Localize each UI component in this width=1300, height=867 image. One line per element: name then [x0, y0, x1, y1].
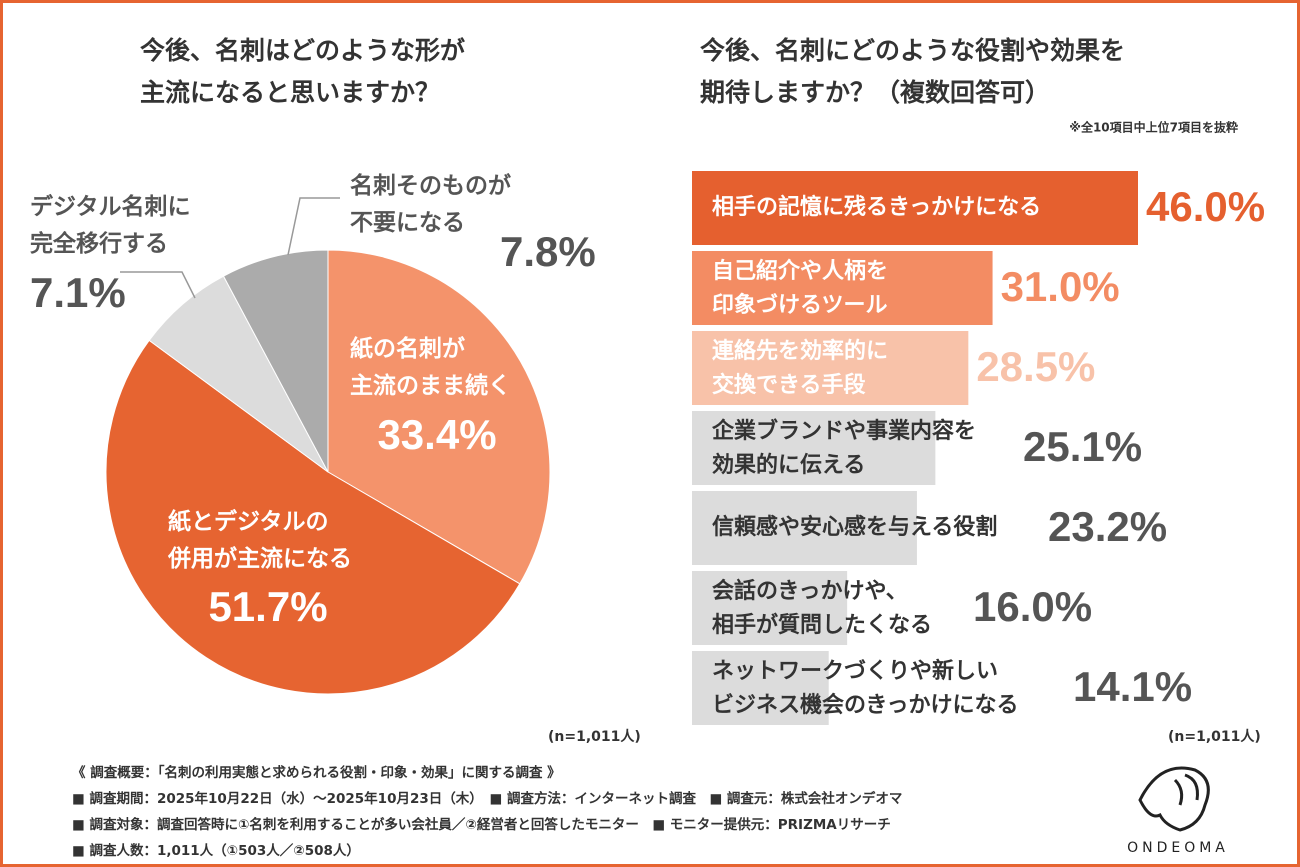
bar-label: 信頼感や安心感を与える役割: [712, 514, 997, 540]
bar: [692, 491, 917, 565]
slice-value: 7.1%: [30, 269, 126, 316]
bar-label: 会話のきっかけや、相手が質問したくなる: [712, 578, 932, 638]
chart-subtitle: ※全10項目中上位7項目を抜粋: [1069, 120, 1238, 135]
footer-line: 《 調査概要：「名刺の利用実態と求められる役割・印象・効果」に関する調査 》: [72, 764, 561, 781]
bar-value: 28.5%: [976, 343, 1095, 390]
chart-title: 今後、名刺にどのような役割や効果を期待しますか？（複数回答可）: [700, 36, 1125, 107]
bar-label: 自己紹介や人柄を印象づけるツール: [712, 258, 888, 318]
slice-value: 33.4%: [377, 411, 496, 458]
logo-icon: [1138, 766, 1210, 832]
slice-label: 名刺そのものが不要になる: [350, 172, 511, 236]
leader-line: [287, 197, 340, 256]
bar-label: ネットワークづくりや新しいビジネス機会のきっかけになる: [712, 658, 1018, 718]
logo-text: ONDEOMA: [1127, 840, 1229, 856]
slice-value: 7.8%: [500, 228, 596, 275]
sample-note: (n=1,011人): [548, 728, 641, 745]
slice-label: 紙の名刺が主流のまま続く: [350, 335, 511, 399]
bar-value: 23.2%: [1048, 503, 1167, 550]
bar: [692, 411, 936, 485]
sample-note: (n=1,011人): [1168, 728, 1261, 745]
bar-value: 31.0%: [1001, 263, 1120, 310]
pie-slice: [222, 249, 329, 473]
bar: [692, 331, 969, 405]
footer-line: ■ 調査人数：1,011人（①503人／②508人）: [72, 842, 360, 859]
slice-value: 51.7%: [208, 583, 327, 630]
pie-slice: [327, 249, 551, 585]
chart-title: 今後、名刺はどのような形が主流になると思いますか？: [140, 36, 465, 107]
bar-label: 企業ブランドや事業内容を効果的に伝える: [711, 418, 976, 478]
bar-label: 連絡先を効率的に交換できる手段: [712, 338, 888, 398]
bar-value: 46.0%: [1146, 183, 1265, 230]
bar-value: 25.1%: [1023, 423, 1142, 470]
leader-line: [120, 271, 196, 299]
bar-value: 16.0%: [973, 583, 1092, 630]
bar-label: 相手の記憶に残るきっかけになる: [712, 194, 1041, 220]
bar: [692, 571, 848, 645]
footer-line: ■ 調査期間：2025年10月22日（水）～2025年10月23日（木） ■ 調…: [72, 790, 902, 807]
bar: [692, 171, 1138, 245]
pie-slice: [105, 339, 521, 695]
bar: [692, 251, 993, 325]
bar-value: 14.1%: [1073, 663, 1192, 710]
footer-line: ■ 調査対象：調査回答時に①名刺を利用することが多い会社員／②経営者と回答したモ…: [72, 816, 891, 833]
bar: [692, 651, 829, 725]
slice-label: 紙とデジタルの併用が主流になる: [167, 508, 352, 572]
slice-label: デジタル名刺に完全移行する: [30, 193, 191, 257]
